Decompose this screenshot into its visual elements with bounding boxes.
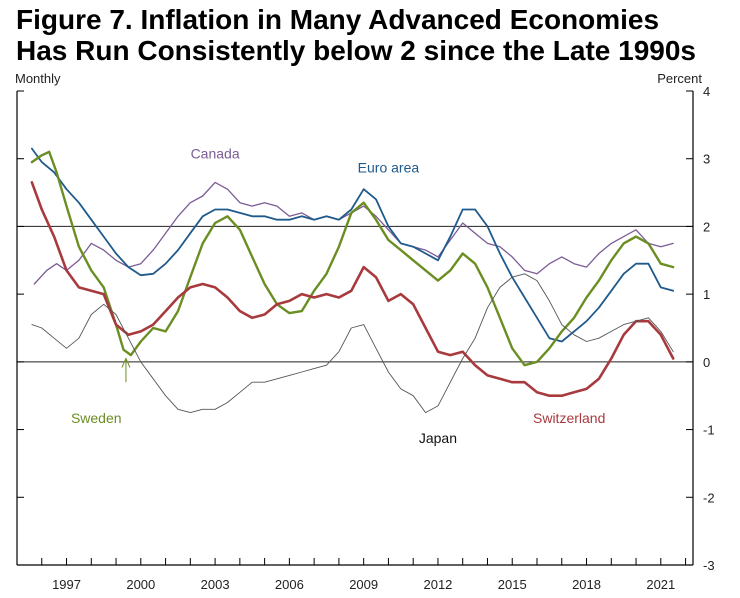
series-label-canada: Canada bbox=[191, 146, 240, 162]
y-tick-label: 4 bbox=[703, 84, 710, 99]
reference-lines bbox=[17, 225, 693, 363]
series-label-japan: Japan bbox=[419, 430, 457, 446]
x-tick-label: 2009 bbox=[349, 577, 378, 592]
x-tick-label: 2012 bbox=[423, 577, 452, 592]
chart-title-line-1: Figure 7. Inflation in Many Advanced Eco… bbox=[16, 4, 660, 35]
series-line-switzerland bbox=[30, 181, 675, 398]
x-tick-label: 2015 bbox=[498, 577, 527, 592]
x-tick-label: 1997 bbox=[52, 577, 81, 592]
sweden-arrow-head bbox=[121, 357, 131, 368]
series-lines bbox=[30, 147, 675, 414]
series-label-euro-area: Euro area bbox=[358, 159, 420, 175]
series-label-switzerland: Switzerland bbox=[533, 410, 605, 426]
y-tick-label: 0 bbox=[703, 355, 710, 370]
y-tick-label: 2 bbox=[703, 219, 710, 234]
x-tick-label: 2006 bbox=[275, 577, 304, 592]
y-tick-label: 3 bbox=[703, 152, 710, 167]
y-tick-label: -1 bbox=[703, 423, 715, 438]
x-tick-label: 2000 bbox=[126, 577, 155, 592]
y-tick-label: 1 bbox=[703, 287, 710, 302]
y-tick-label: -3 bbox=[703, 558, 715, 573]
x-tick-label: 2003 bbox=[201, 577, 230, 592]
chart-title: Figure 7. Inflation in Many Advanced Eco… bbox=[16, 4, 696, 66]
x-tick-label: 2018 bbox=[572, 577, 601, 592]
axis-ticks: -3 -2 -1 0 1 2 3 4 1997 2000 2003 2006 2009 2012 2015 2… bbox=[16, 84, 715, 592]
series-label-sweden: Sweden bbox=[71, 410, 122, 426]
x-tick-label: 2021 bbox=[646, 577, 675, 592]
series-labels: Canada Euro area Sweden Switzerland Japan bbox=[71, 146, 605, 446]
series-line-euro-area bbox=[30, 147, 675, 343]
plot-frame bbox=[16, 91, 694, 566]
series-line-japan bbox=[31, 273, 674, 414]
series-line-sweden bbox=[30, 150, 675, 367]
frequency-label: Monthly bbox=[15, 71, 61, 86]
unit-label: Percent bbox=[657, 71, 702, 86]
annotations bbox=[121, 357, 131, 383]
chart-title-line-2: Has Run Consistently below 2 since the L… bbox=[16, 35, 696, 66]
y-tick-label: -2 bbox=[703, 490, 715, 505]
